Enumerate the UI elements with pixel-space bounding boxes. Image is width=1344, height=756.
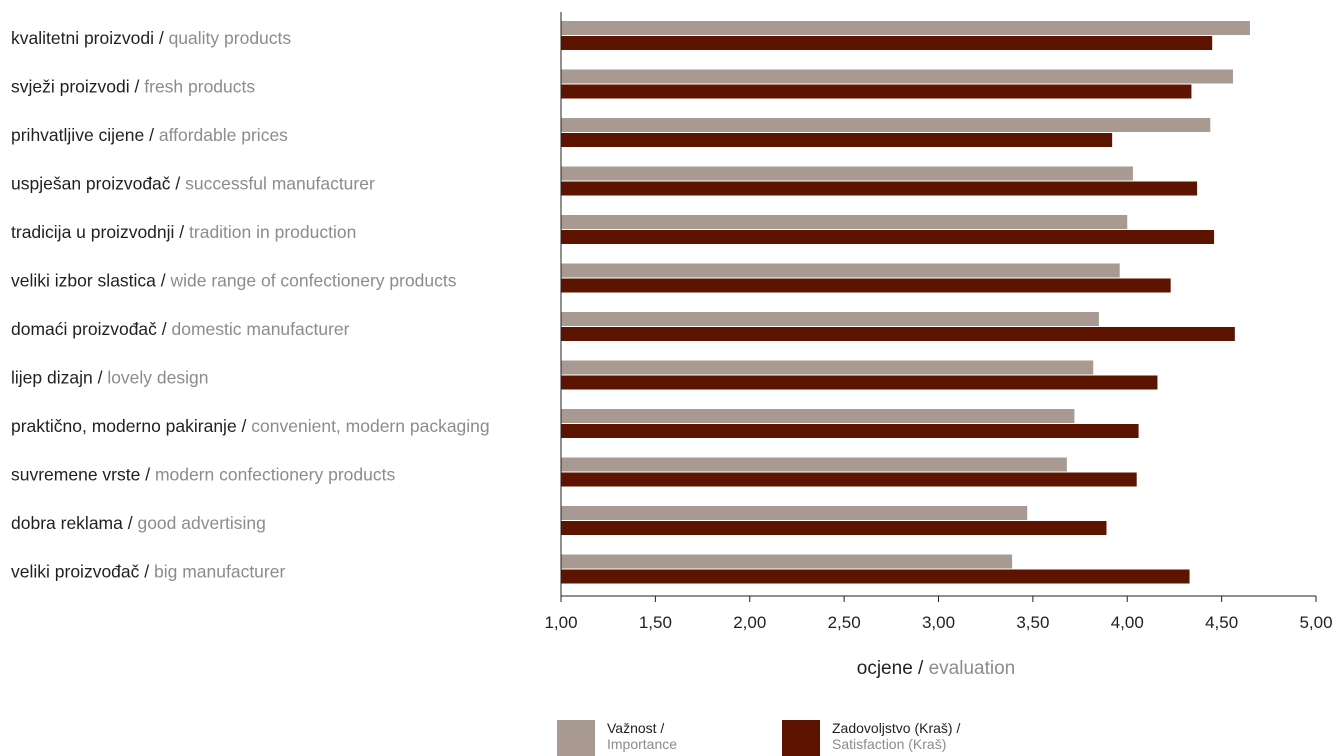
bar-importance	[561, 312, 1099, 326]
bar-satisfaction	[561, 327, 1235, 341]
category-label-sub: affordable prices	[159, 125, 288, 145]
category-label-main: veliki proizvođač	[11, 562, 140, 582]
bar-importance	[561, 215, 1128, 229]
category-label-separator: /	[139, 562, 154, 582]
legend-label-importance: Važnost / Importance	[607, 720, 677, 752]
x-tick-label: 1,50	[639, 613, 672, 632]
bars	[561, 21, 1250, 584]
bar-satisfaction	[561, 375, 1158, 390]
category-label-separator: /	[123, 513, 138, 533]
bar-satisfaction	[561, 278, 1171, 293]
category-label-separator: /	[174, 222, 189, 242]
category-label-sub: fresh products	[144, 77, 255, 97]
category-label: svježi proizvodi / fresh products	[11, 77, 255, 97]
legend-label-satisfaction-sub: Satisfaction (Kraš)	[832, 736, 947, 752]
x-tick-label: 3,00	[922, 613, 955, 632]
bar-importance	[561, 554, 1013, 569]
bar-satisfaction	[561, 133, 1113, 147]
x-axis-ticks: 1,00 1,50 2,00 2,50 3,00 3,50 4,00 4,50 5,00	[544, 595, 1333, 632]
legend-label-importance-sub: Importance	[607, 736, 678, 752]
bar-importance	[561, 506, 1028, 520]
bar-importance	[561, 263, 1120, 278]
category-label-sub: good advertising	[137, 513, 265, 533]
category-label-separator: /	[154, 28, 169, 48]
category-label-sub: quality products	[169, 28, 292, 48]
category-label-separator: /	[171, 174, 186, 194]
category-label: prihvatljive cijene / affordable prices	[11, 125, 288, 145]
legend-label-satisfaction-main: Zadovoljstvo (Kraš) /	[832, 720, 961, 736]
x-tick-label: 4,00	[1111, 613, 1144, 632]
category-label-sub: successful manufacturer	[185, 174, 375, 194]
category-label: uspješan proizvođač / successful manufac…	[11, 174, 375, 194]
x-tick-label: 4,50	[1205, 613, 1238, 632]
category-label-separator: /	[156, 271, 171, 291]
category-label-separator: /	[93, 368, 108, 388]
bar-satisfaction	[561, 84, 1192, 99]
x-tick-label: 3,50	[1016, 613, 1049, 632]
bar-satisfaction	[561, 569, 1190, 584]
category-label-separator: /	[144, 125, 159, 145]
category-label-sub: domestic manufacturer	[172, 319, 350, 339]
category-label-main: suvremene vrste	[11, 465, 140, 485]
x-axis-label-separator: /	[918, 658, 929, 679]
category-labels: kvalitetni proizvodi / quality products s…	[11, 28, 490, 582]
bar-importance	[561, 118, 1211, 132]
x-tick-label: 5,00	[1299, 613, 1332, 632]
x-axis-label-sub: evaluation	[929, 658, 1016, 679]
category-label-main: svježi proizvodi	[11, 77, 130, 97]
legend-item-importance: Važnost / Importance	[557, 720, 677, 756]
bar-importance	[561, 69, 1233, 84]
x-tick-label: 2,50	[828, 613, 861, 632]
category-label: kvalitetni proizvodi / quality products	[11, 28, 291, 48]
category-label-sub: modern confectionery products	[155, 465, 396, 485]
category-label-main: lijep dizajn	[11, 368, 93, 388]
category-label-sub: tradition in production	[189, 222, 356, 242]
category-label-separator: /	[130, 77, 145, 97]
category-label: domaći proizvođač / domestic manufacture…	[11, 319, 350, 339]
category-label-sub: lovely design	[107, 368, 208, 388]
x-axis-label: ocjene / evaluation	[857, 658, 1015, 679]
category-label-separator: /	[157, 319, 172, 339]
bar-satisfaction	[561, 472, 1137, 487]
bar-importance	[561, 457, 1067, 472]
category-label: veliki proizvođač / big manufacturer	[11, 562, 285, 582]
category-label-separator: /	[237, 416, 252, 436]
bar-satisfaction	[561, 521, 1107, 535]
bar-importance	[561, 21, 1250, 35]
bar-importance	[561, 409, 1075, 423]
bar-satisfaction	[561, 36, 1213, 50]
category-label: praktično, moderno pakiranje / convenien…	[11, 416, 490, 436]
category-label-main: tradicija u proizvodnji	[11, 222, 174, 242]
category-label-main: uspješan proizvođač	[11, 174, 171, 194]
bar-satisfaction	[561, 230, 1215, 244]
category-label-sub: big manufacturer	[154, 562, 285, 582]
x-axis-label-main: ocjene	[857, 658, 913, 679]
bar-satisfaction	[561, 424, 1139, 438]
category-label: tradicija u proizvodnji / tradition in p…	[11, 222, 356, 242]
x-tick-label: 1,00	[544, 613, 577, 632]
category-label: lijep dizajn / lovely design	[11, 368, 208, 388]
category-label-main: domaći proizvođač	[11, 319, 157, 339]
category-label-sub: convenient, modern packaging	[251, 416, 489, 436]
legend-label-importance-main: Važnost /	[607, 720, 665, 736]
category-label-main: dobra reklama	[11, 513, 123, 533]
category-label-main: prihvatljive cijene	[11, 125, 144, 145]
category-label-main: veliki izbor slastica	[11, 271, 156, 291]
category-label: dobra reklama / good advertising	[11, 513, 266, 533]
bar-importance	[561, 360, 1094, 375]
legend-swatch-satisfaction	[782, 720, 820, 756]
legend-item-satisfaction: Zadovoljstvo (Kraš) / Satisfaction (Kraš…	[782, 720, 960, 756]
category-label-sub: wide range of confectionery products	[170, 271, 457, 291]
x-tick-label: 2,00	[733, 613, 766, 632]
category-label: veliki izbor slastica / wide range of co…	[11, 271, 457, 291]
legend-label-satisfaction: Zadovoljstvo (Kraš) / Satisfaction (Kraš…	[832, 720, 960, 752]
category-label: suvremene vrste / modern confectionery p…	[11, 465, 395, 485]
category-label-main: kvalitetni proizvodi	[11, 28, 154, 48]
bar-importance	[561, 166, 1133, 181]
bar-satisfaction	[561, 181, 1198, 196]
bar-chart: kvalitetni proizvodi / quality products s…	[11, 12, 1333, 679]
category-label-main: praktično, moderno pakiranje	[11, 416, 237, 436]
category-label-separator: /	[140, 465, 155, 485]
legend-swatch-importance	[557, 720, 595, 756]
